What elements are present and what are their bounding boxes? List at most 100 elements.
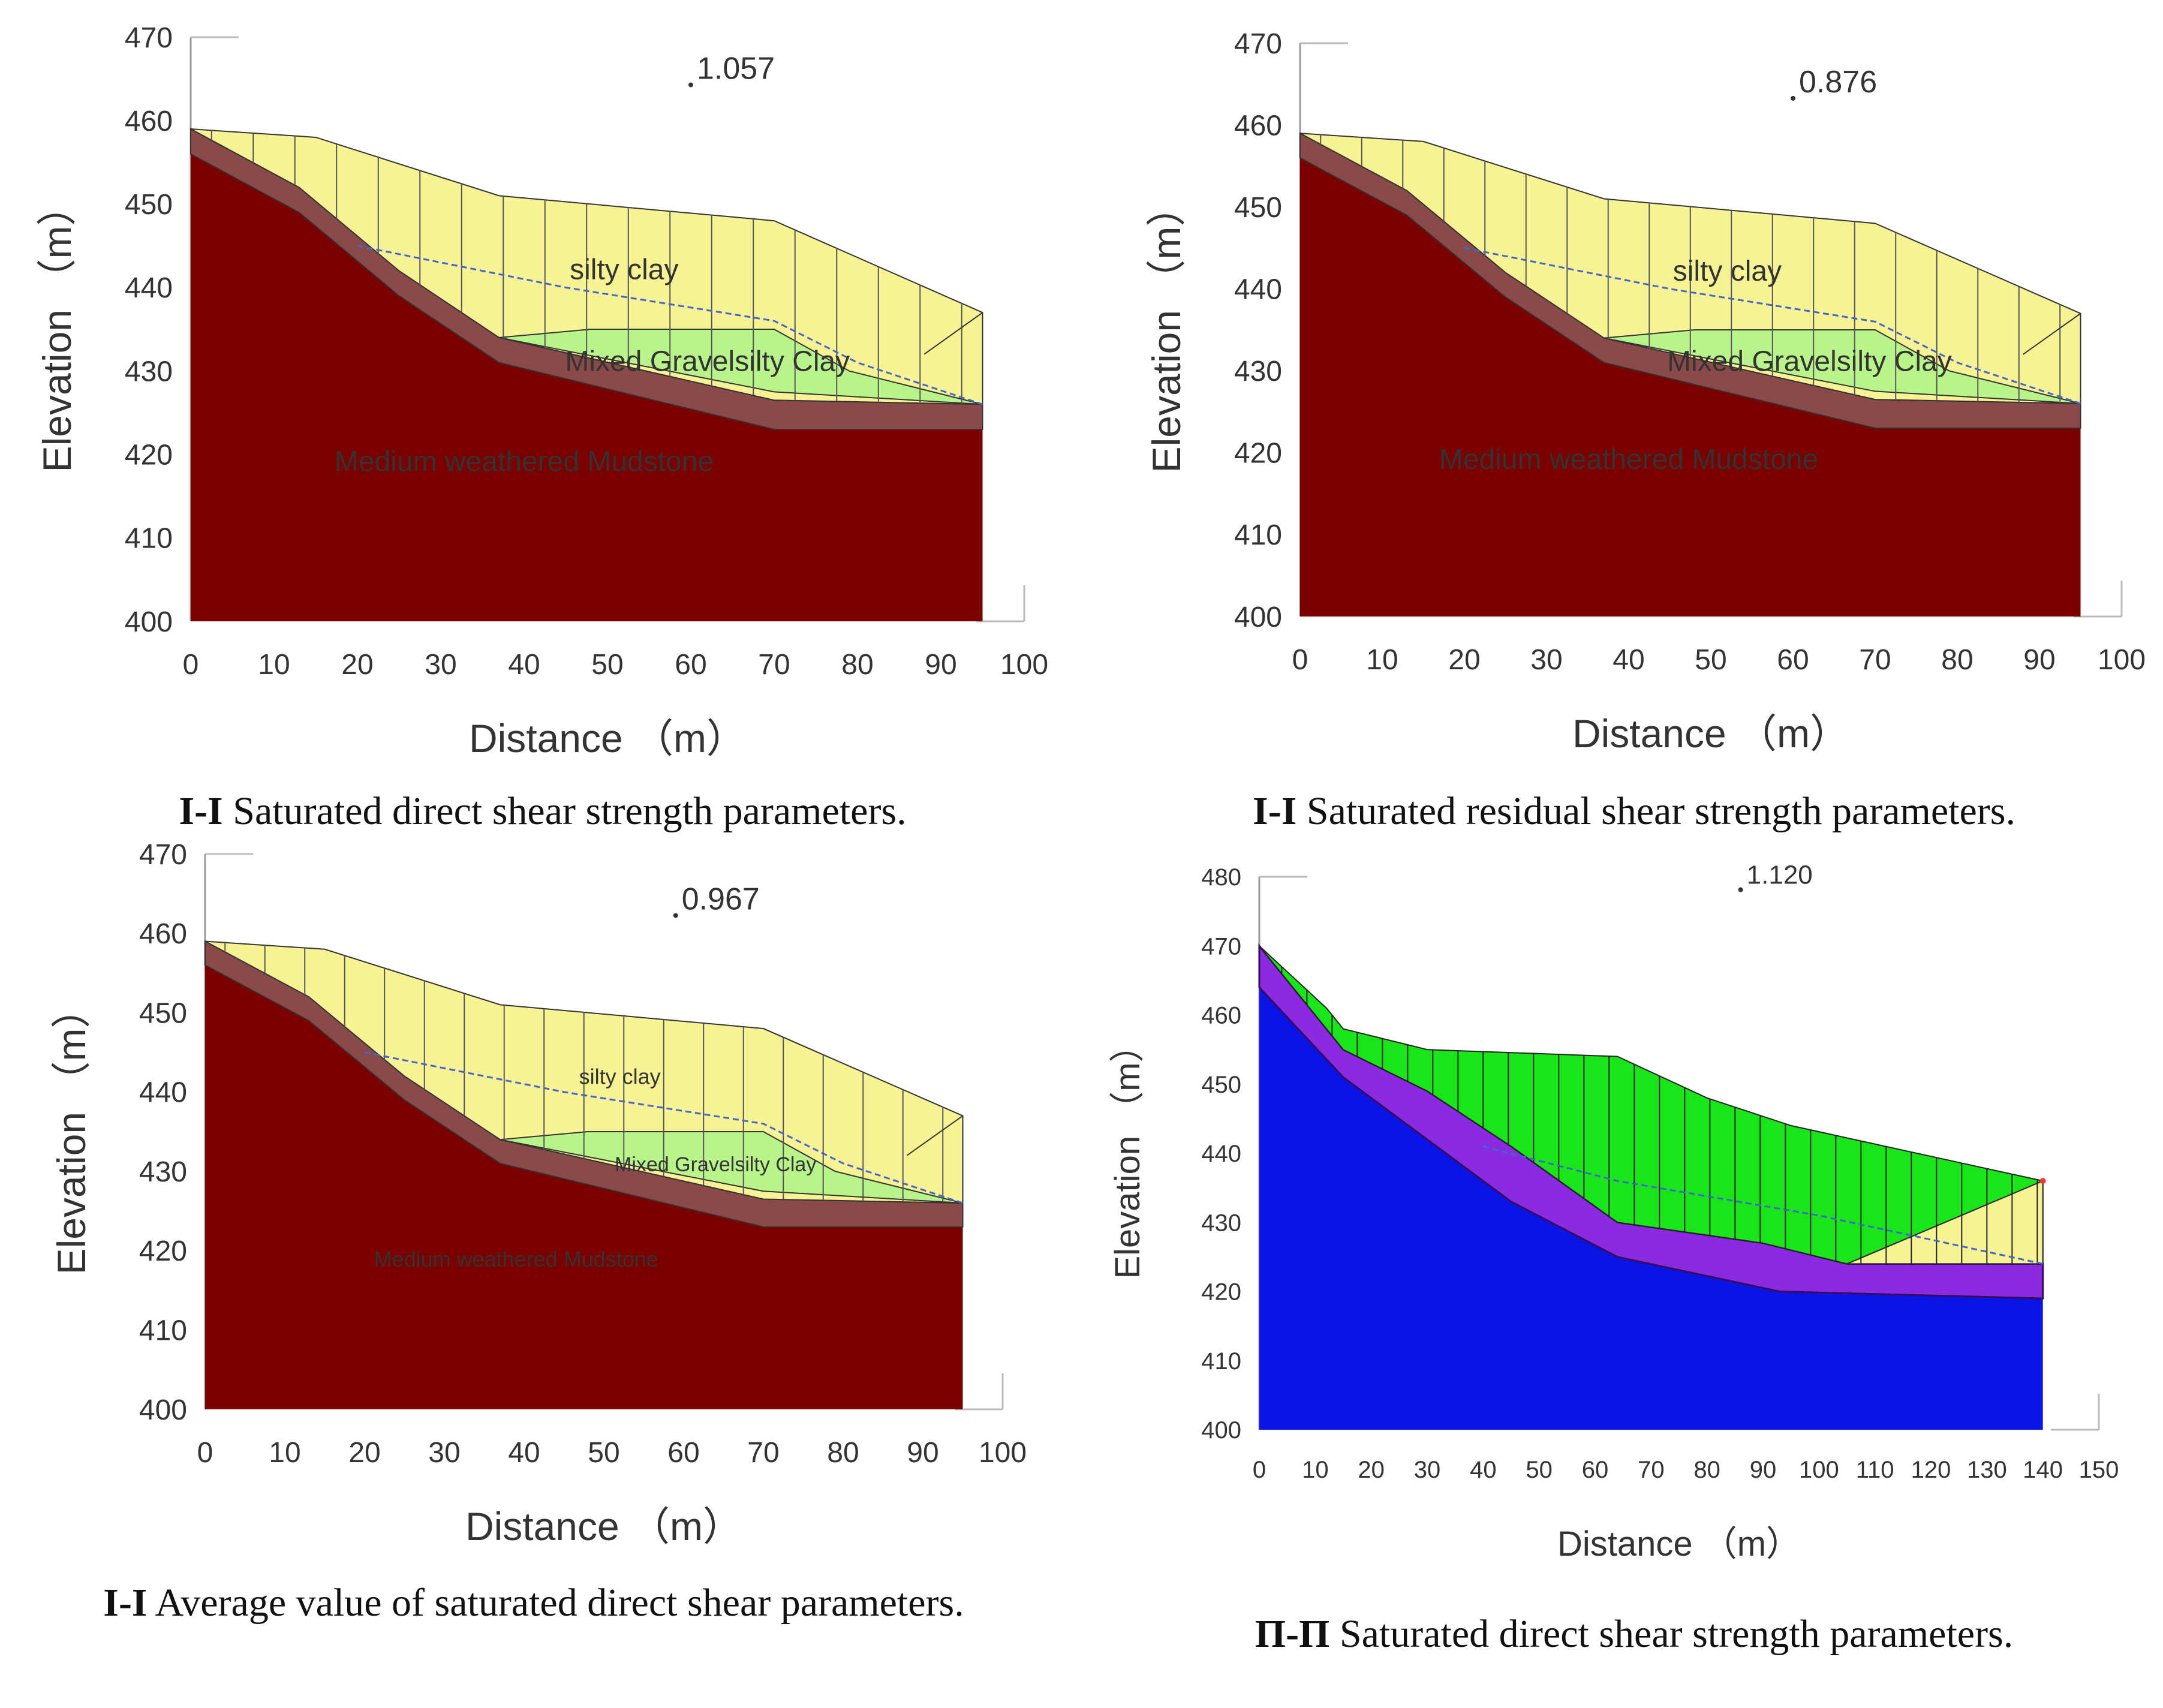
x-tick-label: 10 (269, 1437, 300, 1469)
tension-crack-line (906, 1115, 964, 1156)
y-tick-label: 410 (1201, 1348, 1241, 1375)
x-tick-label: 80 (841, 649, 873, 681)
crest-marker (2039, 1178, 2046, 1184)
layer-label: silty clay (570, 254, 678, 286)
y-tick-label: 420 (125, 440, 173, 471)
y-tick-label: 440 (1234, 274, 1282, 306)
y-tick-label: 470 (1201, 933, 1241, 960)
bedrock-layer (1259, 987, 2043, 1430)
x-tick-label: 110 (1856, 1457, 1894, 1483)
layer-label: silty clay (579, 1065, 661, 1089)
factor-of-safety-label: 1.120 (1747, 861, 1813, 890)
y-axis-title: Elevation （m） (1144, 187, 1189, 473)
caption-text: Saturated direct shear strength paramete… (1329, 1612, 2014, 1656)
x-tick-label: 40 (508, 1437, 540, 1469)
mudstone-layer (205, 965, 963, 1409)
layer-label: Mixed Gravelsilty Clay (565, 346, 850, 378)
layer-label: Medium weathered Mudstone (1439, 444, 1818, 476)
x-tick-label: 40 (1470, 1457, 1497, 1483)
fos-point (688, 82, 693, 88)
x-tick-label: 90 (907, 1437, 938, 1469)
x-tick-label: 100 (1799, 1457, 1839, 1483)
layer-label: silty clay (1673, 255, 1782, 287)
x-tick-label: 60 (667, 1437, 699, 1469)
x-tick-label: 20 (1358, 1457, 1385, 1483)
y-tick-label: 480 (1201, 864, 1241, 891)
x-axis-title: Distance （m） (469, 716, 746, 760)
x-axis-title: Distance （m） (465, 1504, 742, 1548)
caption-panel-2: I-I Saturated residual shear strength pa… (1115, 786, 2153, 837)
y-tick-label: 450 (1201, 1072, 1241, 1098)
y-tick-label: 470 (139, 839, 187, 871)
x-tick-label: 30 (1530, 644, 1562, 676)
x-tick-label: 90 (1750, 1457, 1777, 1483)
x-tick-label: 120 (1911, 1457, 1951, 1483)
y-tick-label: 410 (139, 1315, 187, 1347)
y-tick-label: 450 (139, 997, 187, 1029)
factor-of-safety-label: 0.967 (682, 882, 760, 917)
y-tick-label: 400 (125, 606, 173, 638)
tension-crack-line (2023, 312, 2081, 355)
caption-text: Average value of saturated direct shear … (147, 1581, 964, 1625)
x-tick-label: 10 (1366, 644, 1398, 676)
x-tick-label: 70 (758, 649, 790, 681)
x-tick-label: 40 (1613, 644, 1644, 676)
slip-surface (1482, 1145, 2043, 1265)
deposit-layer (1846, 1180, 2044, 1265)
x-tick-label: 60 (1582, 1457, 1609, 1483)
fos-point (1738, 887, 1743, 892)
caption-section-label: Π-Π (1255, 1612, 1330, 1656)
y-tick-label: 450 (1234, 192, 1282, 224)
factor-of-safety-label: 1.057 (697, 52, 775, 86)
panel-saturated-direct-shear: Medium weathered Mudstone Mixed Gravelsil… (35, 22, 1048, 760)
x-tick-label: 60 (1777, 644, 1809, 676)
x-tick-label: 70 (747, 1437, 779, 1469)
y-tick-label: 430 (125, 356, 173, 387)
panel-saturated-residual-shear: Medium weathered Mudstone Mixed Gravelsil… (1144, 28, 2146, 756)
caption-section-label: I-I (103, 1581, 148, 1625)
slip-surface (1464, 246, 2081, 405)
y-tick-label: 430 (139, 1156, 187, 1188)
caption-panel-3: I-I Average value of saturated direct sh… (84, 1577, 983, 1629)
x-tick-label: 70 (1638, 1457, 1665, 1483)
y-tick-label: 440 (1201, 1141, 1241, 1167)
x-tick-label: 0 (183, 649, 199, 681)
x-tick-label: 10 (258, 649, 290, 681)
x-tick-label: 0 (1253, 1457, 1266, 1483)
x-tick-label: 20 (1448, 644, 1480, 676)
y-tick-label: 400 (1234, 602, 1282, 633)
caption-text: Saturated residual shear strength parame… (1296, 789, 2015, 833)
panel-average-direct-shear: Medium weathered Mudstone Mixed Gravelsil… (49, 839, 1027, 1548)
y-tick-label: 410 (1234, 519, 1282, 551)
x-tick-label: 80 (827, 1437, 859, 1469)
x-tick-label: 100 (1000, 649, 1048, 681)
caption-panel-4: Π-Π Saturated direct shear strength para… (1115, 1608, 2153, 1660)
y-tick-label: 460 (125, 106, 173, 137)
gravel-clay-layer (499, 329, 983, 405)
x-tick-label: 20 (348, 1437, 380, 1469)
gravel-clay-layer (1604, 329, 2081, 404)
caption-section-label: I-I (1253, 789, 1297, 833)
y-axis-title: Elevation （m） (49, 989, 94, 1275)
y-tick-label: 420 (139, 1235, 187, 1267)
y-tick-label: 450 (125, 189, 173, 221)
fos-point (1791, 95, 1795, 101)
y-tick-label: 430 (1234, 356, 1282, 387)
x-tick-label: 90 (2023, 644, 2055, 676)
x-tick-label: 10 (1302, 1457, 1329, 1483)
x-tick-label: 80 (1941, 644, 1973, 676)
slip-surface (357, 245, 983, 405)
caption-text: Saturated direct shear strength paramete… (222, 789, 907, 833)
y-tick-label: 460 (1234, 110, 1282, 142)
y-tick-label: 410 (125, 523, 173, 555)
x-tick-label: 0 (1292, 644, 1308, 676)
y-tick-label: 400 (1201, 1417, 1241, 1444)
x-tick-label: 150 (2079, 1457, 2119, 1483)
x-axis-title: Distance （m） (1572, 711, 1849, 756)
layer-label: Mixed Gravelsilty Clay (615, 1153, 816, 1176)
x-tick-label: 20 (341, 649, 373, 681)
x-tick-label: 50 (1695, 644, 1726, 676)
y-tick-label: 460 (1201, 1003, 1241, 1029)
x-tick-label: 100 (2098, 644, 2146, 676)
